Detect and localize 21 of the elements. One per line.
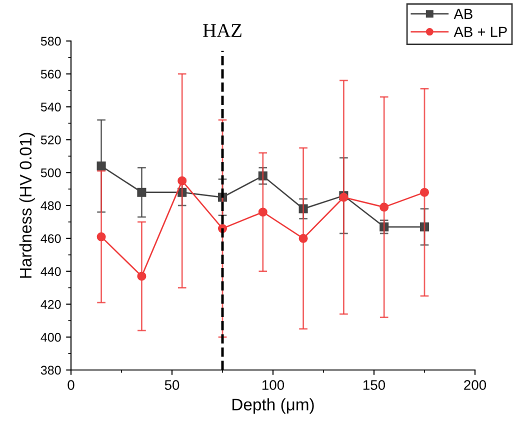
legend-label: AB + LP xyxy=(454,26,507,37)
legend-label: AB xyxy=(454,8,472,19)
y-tick-label: 380 xyxy=(40,366,61,375)
x-tick-label: 0 xyxy=(68,380,74,390)
x-tick-label: 50 xyxy=(164,380,180,390)
x-axis-title: Depth (μm) xyxy=(232,398,314,414)
y-tick-label: 580 xyxy=(40,36,61,46)
y-tick-label: 560 xyxy=(40,70,61,79)
ref-line-label: HAZ xyxy=(203,24,242,37)
y-tick-label: 480 xyxy=(40,201,61,210)
y-tick-label: 460 xyxy=(40,234,61,244)
x-tick-label: 100 xyxy=(262,380,284,390)
y-axis-title: Hardness (HV 0.01) xyxy=(19,132,35,278)
x-tick-label: 150 xyxy=(363,380,386,390)
y-tick-label: 420 xyxy=(40,300,61,309)
y-tick-label: 520 xyxy=(40,136,61,144)
x-tick-label: 200 xyxy=(464,380,486,390)
y-tick-label: 500 xyxy=(40,168,61,178)
y-tick-label: 440 xyxy=(40,267,61,276)
y-tick-label: 400 xyxy=(40,332,61,342)
y-tick-label: 540 xyxy=(40,102,61,112)
